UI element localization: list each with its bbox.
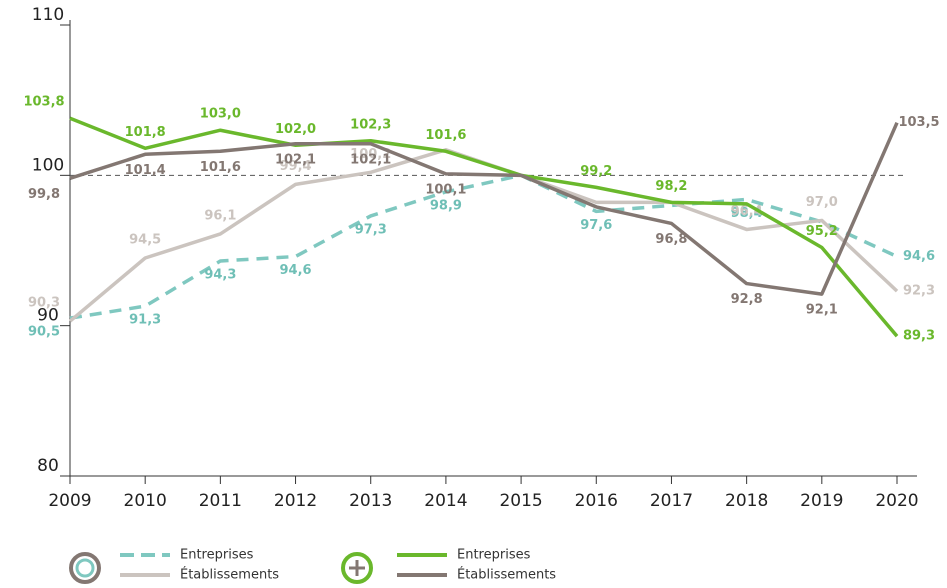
value-label: 103,5 — [898, 115, 939, 130]
value-label: 89,3 — [903, 329, 935, 344]
series-line — [69, 116, 899, 338]
x-tick-label: 2015 — [499, 491, 542, 511]
x-tick-label: 2009 — [48, 491, 91, 511]
value-label: 97,6 — [580, 218, 612, 233]
x-tick-label: 2013 — [349, 491, 392, 511]
y-tick-label: 100 — [32, 155, 64, 175]
value-label: 98,2 — [655, 179, 687, 194]
value-label: 102,1 — [275, 152, 316, 167]
legend-label: Entreprises — [457, 548, 531, 563]
y-tick-label: 80 — [37, 456, 59, 476]
x-tick-label: 2016 — [575, 491, 618, 511]
value-label: 99,2 — [580, 164, 612, 179]
x-tick-label: 2020 — [875, 491, 918, 511]
value-label: 101,6 — [200, 160, 241, 175]
series-line — [69, 122, 899, 296]
y-tick-label: 90 — [37, 306, 59, 326]
value-label: 95,2 — [806, 224, 838, 239]
value-label: 92,8 — [731, 292, 763, 307]
x-tick-label: 2010 — [124, 491, 167, 511]
value-label: 99,4 — [280, 159, 312, 174]
value-label: 94,5 — [129, 233, 161, 248]
value-label: 101,8 — [125, 125, 166, 140]
value-label: 100,2 — [350, 147, 391, 162]
legend-label: Établissements — [180, 567, 279, 583]
legend-icon — [69, 552, 373, 584]
value-label: 102,3 — [350, 117, 391, 132]
y-tick-label: 110 — [32, 5, 64, 25]
value-label: 94,3 — [204, 268, 236, 283]
value-label: 102,0 — [275, 122, 316, 137]
value-label: 90,5 — [28, 325, 60, 340]
x-tick-label: 2014 — [424, 491, 467, 511]
value-label: 103,0 — [200, 107, 241, 122]
value-label: 94,6 — [903, 249, 935, 264]
value-label: 102,1 — [350, 152, 391, 167]
value-label: 91,3 — [129, 313, 161, 328]
value-label: 90,3 — [28, 296, 60, 311]
value-label: 98,9 — [430, 198, 462, 213]
series-line — [69, 173, 898, 320]
x-tick-label: 2012 — [274, 491, 317, 511]
x-tick-label: 2011 — [199, 491, 242, 511]
legend-label: Établissements — [457, 567, 556, 583]
value-label: 96,8 — [655, 232, 687, 247]
value-label: 103,8 — [23, 95, 64, 110]
value-label: 101,6 — [425, 128, 466, 143]
value-label: 96,1 — [204, 208, 236, 223]
legend-label: Entreprises — [180, 548, 254, 563]
value-label: 97,3 — [355, 222, 387, 237]
value-label: 100,1 — [425, 182, 466, 197]
value-label: 92,3 — [903, 284, 935, 299]
value-label: 99,8 — [28, 187, 60, 202]
value-label: 101,4 — [125, 163, 166, 178]
x-tick-label: 2017 — [650, 491, 693, 511]
value-label: 97,0 — [806, 195, 838, 210]
value-label: 92,1 — [806, 303, 838, 318]
x-tick-label: 2018 — [725, 491, 768, 511]
x-tick-label: 2019 — [800, 491, 843, 511]
value-label: 94,6 — [280, 263, 312, 278]
